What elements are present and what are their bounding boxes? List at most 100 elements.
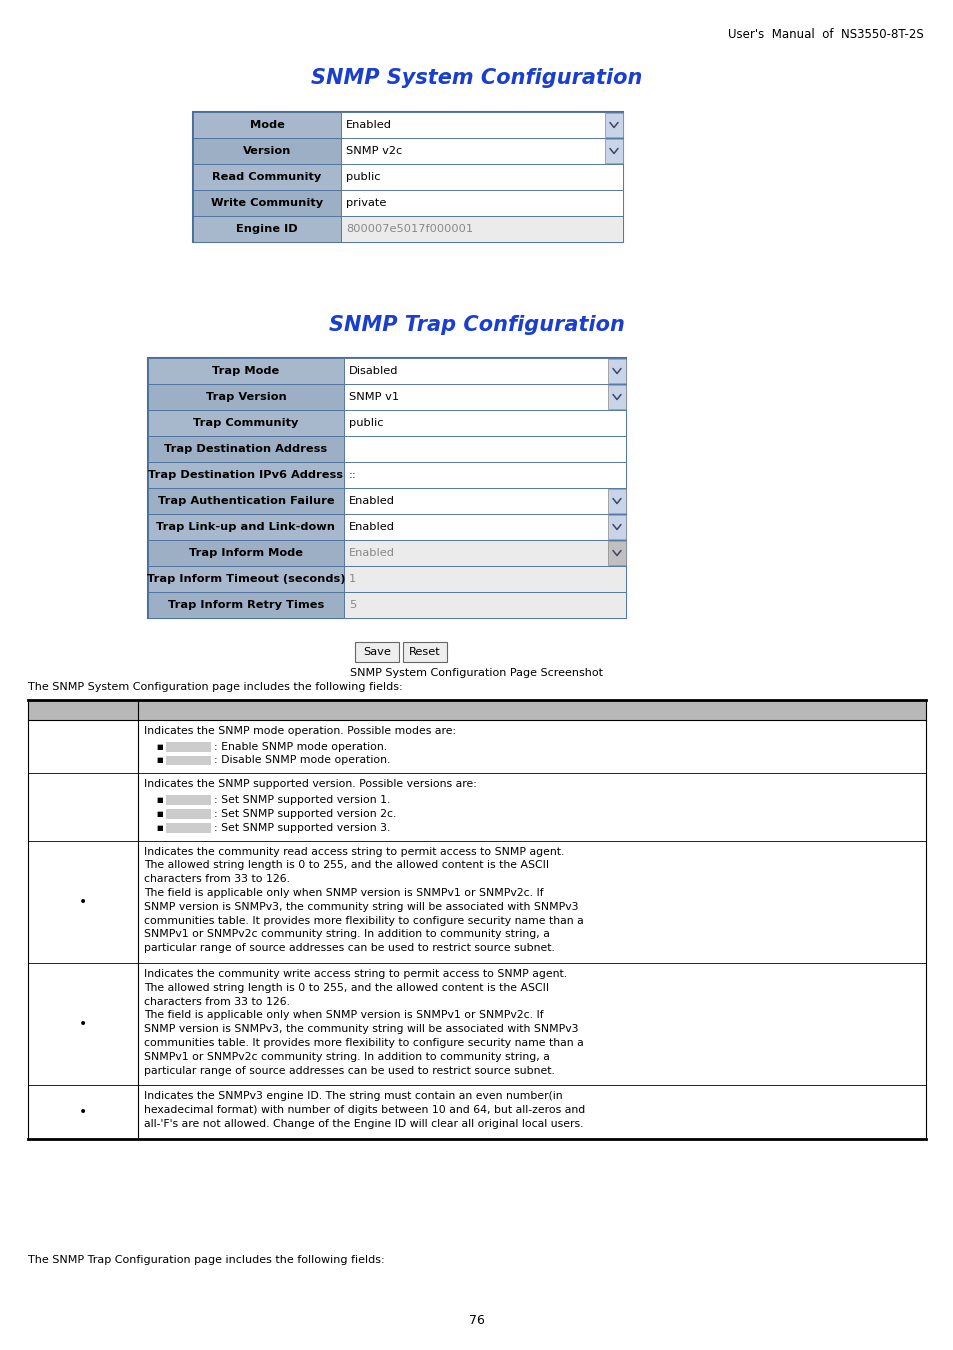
Text: SNMPv1 or SNMPv2c community string. In addition to community string, a: SNMPv1 or SNMPv2c community string. In a… <box>144 1052 549 1062</box>
Text: hexadecimal format) with number of digits between 10 and 64, but all-zeros and: hexadecimal format) with number of digit… <box>144 1106 584 1115</box>
Bar <box>344 436 625 462</box>
Text: : Enable SNMP mode operation.: : Enable SNMP mode operation. <box>213 741 387 752</box>
Bar <box>193 216 340 242</box>
Text: : Set SNMP supported version 3.: : Set SNMP supported version 3. <box>213 822 390 833</box>
Bar <box>193 138 340 163</box>
Bar <box>340 138 622 163</box>
FancyBboxPatch shape <box>355 643 398 662</box>
Bar <box>166 809 211 819</box>
Bar <box>607 385 625 409</box>
Text: ■: ■ <box>156 811 162 817</box>
Text: Indicates the SNMPv3 engine ID. The string must contain an even number(in: Indicates the SNMPv3 engine ID. The stri… <box>144 1091 562 1102</box>
Text: 1: 1 <box>349 574 355 585</box>
Text: characters from 33 to 126.: characters from 33 to 126. <box>144 875 290 884</box>
Text: Engine ID: Engine ID <box>236 224 297 234</box>
Bar <box>148 514 344 540</box>
Text: Disabled: Disabled <box>349 366 398 377</box>
Bar <box>193 163 340 190</box>
Text: Mode: Mode <box>250 120 284 130</box>
Text: SNMP v1: SNMP v1 <box>349 392 398 402</box>
Text: Read Community: Read Community <box>213 171 321 182</box>
Text: Enabled: Enabled <box>346 120 392 130</box>
Bar <box>340 112 622 138</box>
Bar <box>340 190 622 216</box>
Text: Indicates the community read access string to permit access to SNMP agent.: Indicates the community read access stri… <box>144 846 564 857</box>
Bar <box>148 540 344 566</box>
Text: Reset: Reset <box>409 647 440 657</box>
Text: all-'F's are not allowed. Change of the Engine ID will clear all original local : all-'F's are not allowed. Change of the … <box>144 1119 583 1129</box>
Bar <box>344 383 625 410</box>
Bar <box>607 359 625 383</box>
Text: Save: Save <box>363 647 391 657</box>
Text: SNMP System Configuration Page Screenshot: SNMP System Configuration Page Screensho… <box>350 668 603 678</box>
Text: Trap Community: Trap Community <box>193 418 298 428</box>
Text: 800007e5017f000001: 800007e5017f000001 <box>346 224 473 234</box>
Text: Trap Link-up and Link-down: Trap Link-up and Link-down <box>156 522 335 532</box>
Text: Write Community: Write Community <box>211 198 323 208</box>
Text: User's  Manual  of  NS3550-8T-2S: User's Manual of NS3550-8T-2S <box>727 28 923 40</box>
Bar <box>607 489 625 513</box>
Bar <box>607 541 625 566</box>
Text: Trap Authentication Failure: Trap Authentication Failure <box>157 495 334 506</box>
Text: SNMPv1 or SNMPv2c community string. In addition to community string, a: SNMPv1 or SNMPv2c community string. In a… <box>144 929 549 940</box>
Text: characters from 33 to 126.: characters from 33 to 126. <box>144 996 290 1007</box>
Text: SNMP version is SNMPv3, the community string will be associated with SNMPv3: SNMP version is SNMPv3, the community st… <box>144 902 578 911</box>
Text: Trap Inform Retry Times: Trap Inform Retry Times <box>168 599 324 610</box>
Bar <box>148 487 344 514</box>
Text: Enabled: Enabled <box>349 548 395 558</box>
Bar <box>340 216 622 242</box>
Text: The field is applicable only when SNMP version is SNMPv1 or SNMPv2c. If: The field is applicable only when SNMP v… <box>144 1010 543 1021</box>
Text: •: • <box>79 1017 87 1031</box>
Text: Enabled: Enabled <box>349 495 395 506</box>
Bar <box>148 358 344 383</box>
Text: The SNMP Trap Configuration page includes the following fields:: The SNMP Trap Configuration page include… <box>28 1256 384 1265</box>
Text: Trap Inform Timeout (seconds): Trap Inform Timeout (seconds) <box>147 574 345 585</box>
Bar <box>166 795 211 805</box>
Text: : Disable SNMP mode operation.: : Disable SNMP mode operation. <box>213 756 390 765</box>
Text: : Set SNMP supported version 2c.: : Set SNMP supported version 2c. <box>213 809 395 819</box>
Bar <box>193 112 622 242</box>
Bar <box>344 566 625 593</box>
Text: The allowed string length is 0 to 255, and the allowed content is the ASCII: The allowed string length is 0 to 255, a… <box>144 860 549 871</box>
Bar <box>166 741 211 752</box>
Bar <box>604 113 622 136</box>
Text: SNMP v2c: SNMP v2c <box>346 146 402 157</box>
Text: communities table. It provides more flexibility to configure security name than : communities table. It provides more flex… <box>144 915 583 926</box>
Text: The SNMP System Configuration page includes the following fields:: The SNMP System Configuration page inclu… <box>28 682 402 693</box>
Bar <box>340 163 622 190</box>
Bar <box>193 190 340 216</box>
Text: Trap Destination Address: Trap Destination Address <box>164 444 327 454</box>
Bar <box>344 487 625 514</box>
Bar <box>607 514 625 539</box>
Text: ■: ■ <box>156 825 162 830</box>
Text: Indicates the community write access string to permit access to SNMP agent.: Indicates the community write access str… <box>144 969 566 979</box>
Text: public: public <box>349 418 383 428</box>
Bar <box>344 410 625 436</box>
Bar <box>344 462 625 487</box>
Text: SNMP version is SNMPv3, the community string will be associated with SNMPv3: SNMP version is SNMPv3, the community st… <box>144 1025 578 1034</box>
Text: ::: :: <box>349 470 356 481</box>
Text: Trap Inform Mode: Trap Inform Mode <box>189 548 303 558</box>
Bar <box>193 112 340 138</box>
Text: particular range of source addresses can be used to restrict source subnet.: particular range of source addresses can… <box>144 1065 555 1076</box>
Bar <box>148 383 344 410</box>
Text: SNMP System Configuration: SNMP System Configuration <box>311 68 642 88</box>
Bar <box>148 436 344 462</box>
Bar <box>344 540 625 566</box>
Bar <box>166 756 211 765</box>
Bar <box>166 822 211 833</box>
Text: ■: ■ <box>156 796 162 803</box>
Bar <box>148 410 344 436</box>
Text: ■: ■ <box>156 744 162 749</box>
Text: Enabled: Enabled <box>349 522 395 532</box>
Bar <box>344 514 625 540</box>
Bar <box>148 358 625 618</box>
Text: Indicates the SNMP mode operation. Possible modes are:: Indicates the SNMP mode operation. Possi… <box>144 726 456 736</box>
Text: Indicates the SNMP supported version. Possible versions are:: Indicates the SNMP supported version. Po… <box>144 779 476 790</box>
Text: 76: 76 <box>469 1314 484 1327</box>
Text: : Set SNMP supported version 1.: : Set SNMP supported version 1. <box>213 795 390 805</box>
Bar <box>604 139 622 163</box>
Text: •: • <box>79 895 87 909</box>
Bar <box>344 593 625 618</box>
Text: particular range of source addresses can be used to restrict source subnet.: particular range of source addresses can… <box>144 944 555 953</box>
